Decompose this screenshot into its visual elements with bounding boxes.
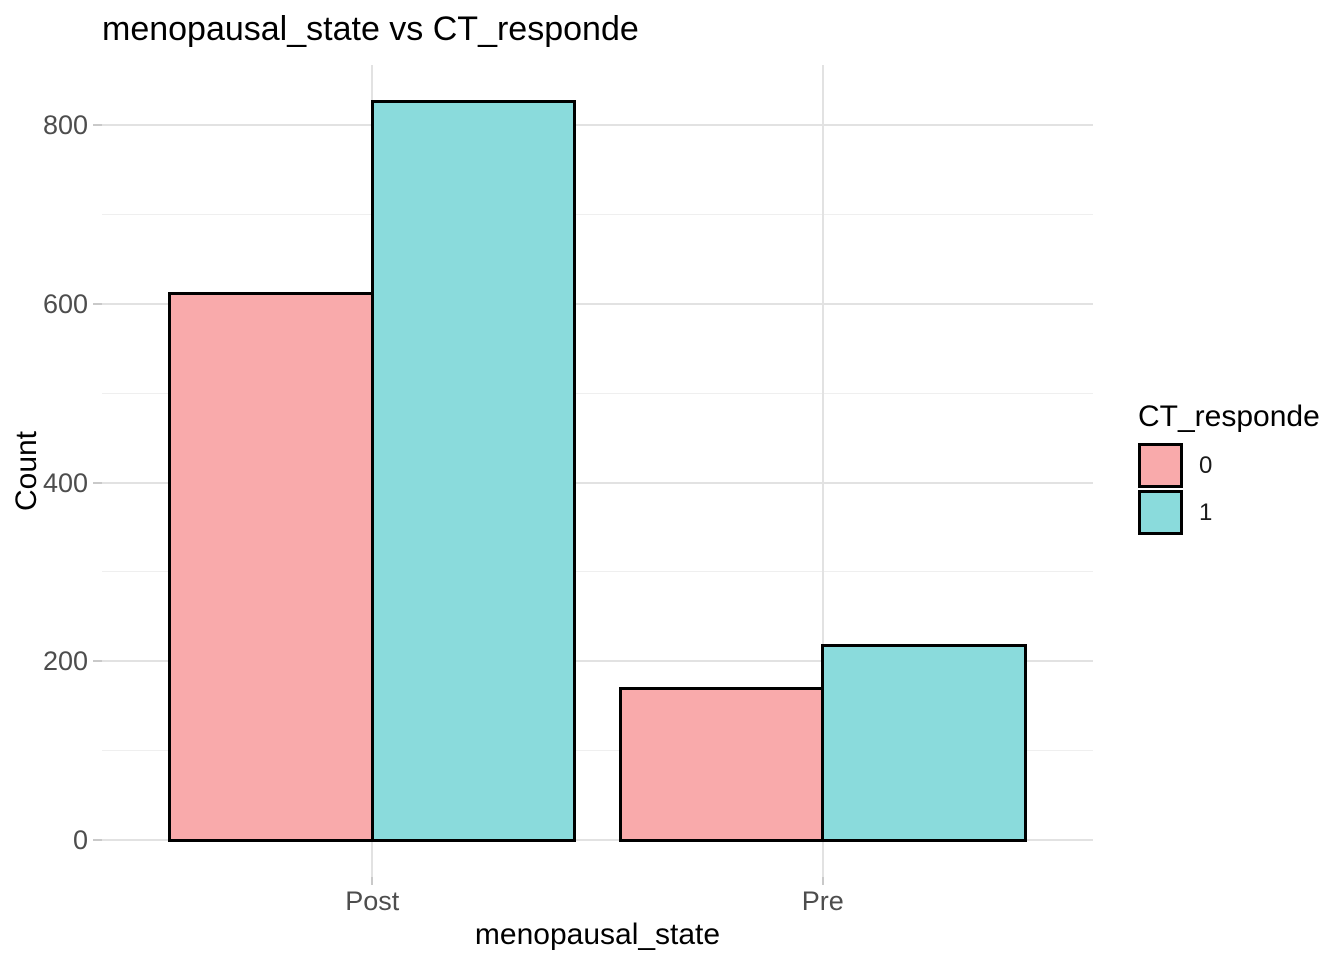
legend-key-swatch [1138, 443, 1183, 488]
major-gridline [102, 302, 1093, 305]
y-tick-label: 800 [42, 110, 88, 141]
x-axis-tick [371, 877, 374, 885]
major-gridline [102, 481, 1093, 484]
y-axis-tick [93, 660, 102, 663]
y-tick-label: 600 [42, 288, 88, 319]
x-axis-title: menopausal_state [474, 918, 721, 951]
legend-entry-0: 0 [1138, 443, 1320, 488]
minor-gridline [102, 392, 1093, 394]
minor-gridline [102, 571, 1093, 573]
y-axis-tick [93, 124, 102, 127]
major-gridline [102, 839, 1093, 842]
y-axis-tick [93, 481, 102, 484]
bar-post-1 [370, 100, 577, 842]
bar-pre-1 [821, 643, 1027, 842]
x-axis-tick [821, 877, 824, 885]
plot-panel: 0 200 400 600 800 Post Pre [43, 65, 1093, 916]
legend-key-swatch [1138, 490, 1183, 535]
y-tick-label: 200 [42, 646, 88, 677]
x-tick-label: Post [345, 886, 400, 916]
legend-entry-1: 1 [1138, 490, 1320, 535]
y-tick-label: 400 [42, 467, 88, 498]
minor-gridline [102, 214, 1093, 215]
x-tick-label: Pre [801, 886, 844, 916]
major-gridline [102, 124, 1093, 127]
legend-key-label: 1 [1199, 498, 1213, 526]
bar-post-0 [168, 291, 374, 842]
legend-title: CT_responde [1138, 400, 1320, 433]
major-gridline [102, 660, 1093, 663]
minor-gridline [102, 750, 1093, 752]
legend-key-label: 0 [1199, 451, 1213, 479]
bar-pre-0 [618, 686, 825, 842]
y-axis-tick [93, 302, 102, 305]
y-axis-tick [93, 839, 102, 842]
y-tick-label: 0 [72, 825, 88, 856]
chart-title: menopausal_state vs CT_responde [102, 10, 639, 48]
major-gridline-vertical [821, 65, 824, 877]
